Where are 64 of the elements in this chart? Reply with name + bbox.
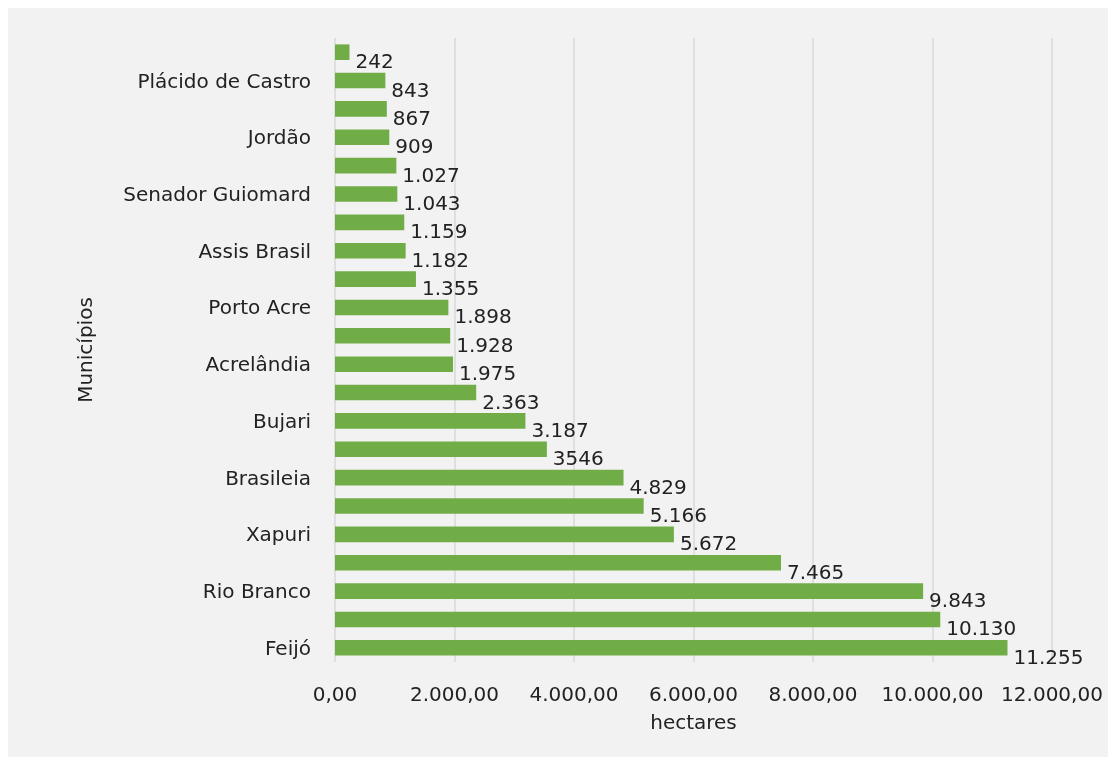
data-label: 9.843 <box>929 588 987 613</box>
x-axis-title: hectares <box>650 710 737 734</box>
data-label: 242 <box>355 49 394 74</box>
data-label: 2.363 <box>482 389 540 414</box>
bar <box>335 583 924 599</box>
x-tick-label: 0,00 <box>312 682 358 706</box>
y-tick-label: Plácido de Castro <box>137 68 311 93</box>
bar <box>335 441 547 458</box>
x-tick-label: 8.000,00 <box>768 682 858 706</box>
x-tick-label: 6.000,00 <box>648 682 739 706</box>
y-tick-label: Xapuri <box>245 522 311 547</box>
y-tick-label: Porto Acre <box>208 295 311 320</box>
bar <box>335 526 674 543</box>
y-tick-label: Rio Branco <box>202 579 311 604</box>
bar <box>335 384 477 401</box>
bar <box>335 328 451 344</box>
data-label: 1.898 <box>454 304 512 329</box>
y-tick-label: Acrelândia <box>205 352 311 377</box>
bar <box>335 157 397 174</box>
data-label: 1.043 <box>403 191 461 215</box>
data-label: 843 <box>391 77 430 102</box>
bar <box>335 611 941 628</box>
bar <box>335 299 449 316</box>
data-label: 909 <box>395 134 434 159</box>
bar <box>335 44 350 60</box>
data-label: 11.255 <box>1013 644 1084 669</box>
y-tick-label: Brasileia <box>225 465 311 490</box>
data-label: 7.465 <box>787 559 845 584</box>
bar <box>335 356 454 372</box>
bar <box>335 413 526 429</box>
data-label: 1.027 <box>402 162 460 187</box>
data-label: 5.672 <box>679 531 738 556</box>
data-label: 1.355 <box>421 276 480 301</box>
bar <box>335 214 405 231</box>
x-tick-label: 10.000,00 <box>881 682 984 706</box>
bar <box>335 101 387 117</box>
bar <box>335 271 416 287</box>
bar <box>335 498 644 514</box>
x-tick-label: 12.000,00 <box>1001 682 1103 706</box>
bar <box>335 129 390 146</box>
y-tick-label: Jordão <box>245 125 311 150</box>
bar <box>335 469 624 486</box>
bar <box>335 186 398 202</box>
y-tick-label: Senador Guiomard <box>123 182 311 206</box>
data-label: 4.829 <box>629 474 687 499</box>
data-label: 1.928 <box>456 332 514 357</box>
data-label: 10.130 <box>946 616 1017 641</box>
data-label: 3.187 <box>531 417 589 442</box>
bar <box>335 640 1008 656</box>
data-label: 1.182 <box>411 247 469 272</box>
y-tick-label: Assis Brasil <box>198 238 311 263</box>
data-label: 3546 <box>552 446 604 471</box>
data-label: 1.159 <box>410 219 468 244</box>
data-label: 867 <box>392 105 431 130</box>
y-tick-label: Feijó <box>264 635 311 660</box>
x-tick-label: 4.000,00 <box>529 682 619 706</box>
bar <box>335 242 406 259</box>
x-tick-label: 2.000,00 <box>409 682 500 706</box>
y-tick-label: Bujari <box>253 408 311 433</box>
data-label: 1.975 <box>459 361 517 386</box>
y-axis-title: Municípios <box>73 297 97 403</box>
data-label: 5.166 <box>649 503 707 527</box>
bar <box>335 554 782 571</box>
bar <box>335 72 386 89</box>
